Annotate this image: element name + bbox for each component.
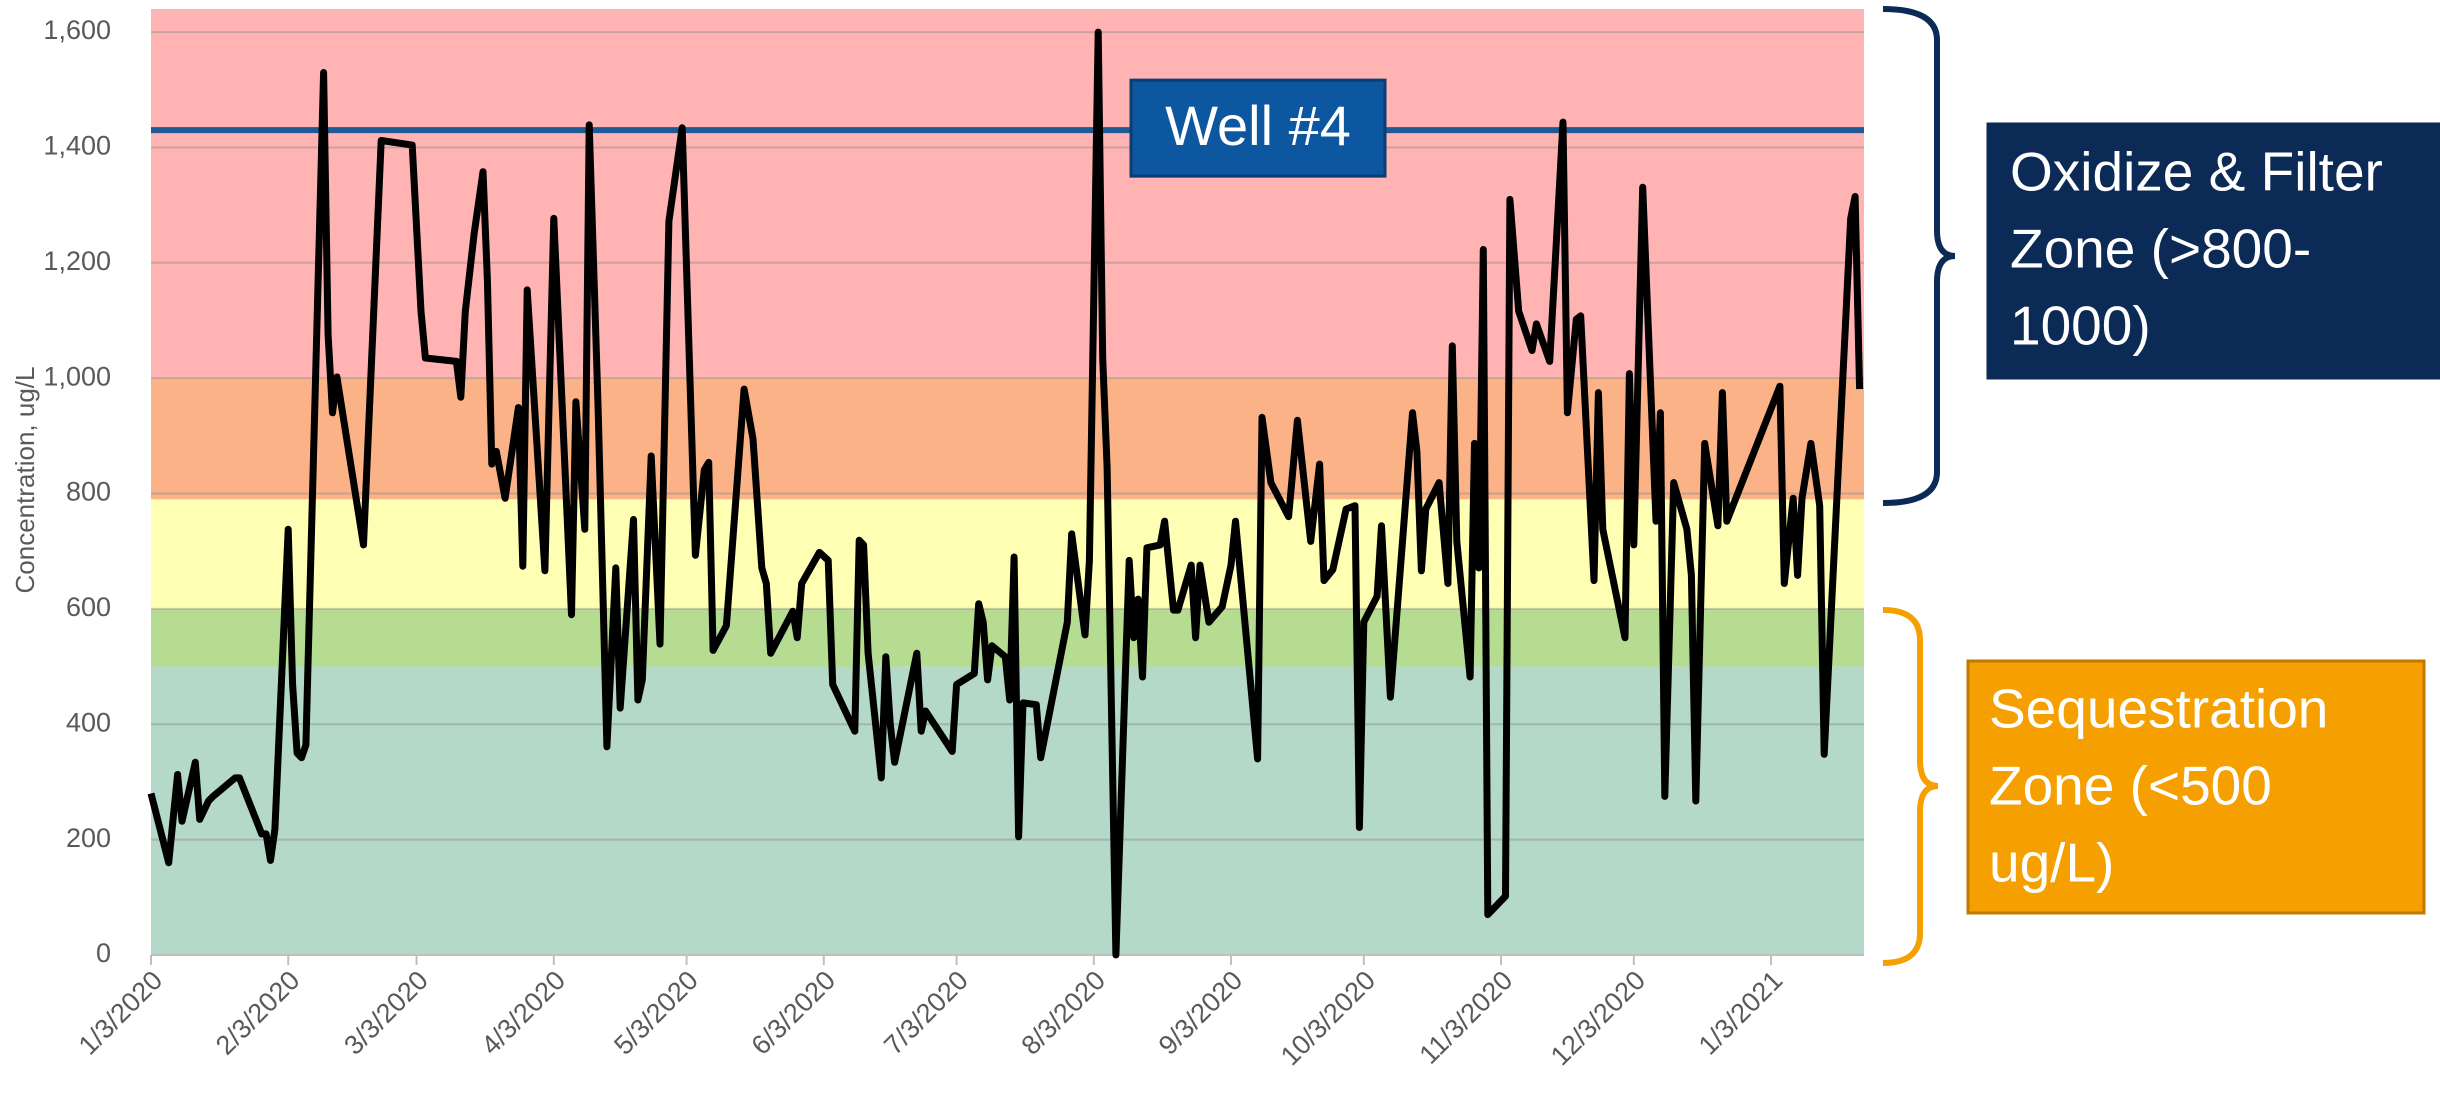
annotation-text: Zone (<500	[1989, 755, 2272, 817]
x-tick-label: 11/3/2020	[1414, 965, 1519, 1070]
bracket	[1882, 607, 1939, 966]
x-tick-label: 8/3/2020	[1016, 965, 1112, 1061]
x-tick-label: 2/3/2020	[210, 965, 306, 1061]
annotation-text: Zone (>800-	[2010, 218, 2311, 280]
y-axis-title: Concentration, ug/L	[10, 367, 40, 594]
x-tick-label: 6/3/2020	[746, 965, 842, 1061]
data-line	[147, 28, 1864, 959]
y-tick-label: 1,000	[43, 361, 111, 391]
y-tick-label: 800	[66, 477, 111, 507]
zone-band	[151, 499, 1864, 609]
zone-band	[151, 666, 1864, 955]
x-tick-label: 9/3/2020	[1153, 965, 1249, 1061]
annotation-text: Oxidize & Filter	[2010, 141, 2383, 203]
y-tick-label: 0	[96, 938, 111, 968]
x-tick-label: 1/3/2021	[1693, 965, 1789, 1061]
x-tick-label: 5/3/2020	[608, 965, 704, 1061]
x-tick-label: 10/3/2020	[1275, 965, 1381, 1071]
annotation-text: 1000)	[2010, 295, 2151, 357]
annotation-text: ug/L)	[1989, 832, 2114, 894]
x-tick-label: 12/3/2020	[1545, 965, 1651, 1071]
annotation-box	[1966, 659, 2426, 915]
y-tick-label: 1,600	[43, 15, 111, 45]
zone-band	[151, 378, 1864, 500]
y-tick-label: 1,200	[43, 246, 111, 276]
reference-label-box	[1129, 78, 1387, 178]
reference-label: Well #4	[1165, 94, 1351, 157]
x-tick-label: 4/3/2020	[476, 965, 572, 1061]
y-tick-label: 600	[66, 592, 111, 622]
y-tick-label: 200	[66, 823, 111, 853]
x-tick-label: 3/3/2020	[338, 965, 434, 1061]
x-tick-label: 1/3/2020	[73, 965, 169, 1061]
y-tick-label: 400	[66, 707, 111, 737]
y-tick-label: 1,400	[43, 131, 111, 161]
annotation-box	[1986, 122, 2440, 380]
bracket	[1882, 6, 1956, 506]
x-tick-label: 7/3/2020	[878, 965, 974, 1061]
zone-band	[151, 9, 1864, 379]
annotation-text: Sequestration	[1989, 678, 2328, 740]
